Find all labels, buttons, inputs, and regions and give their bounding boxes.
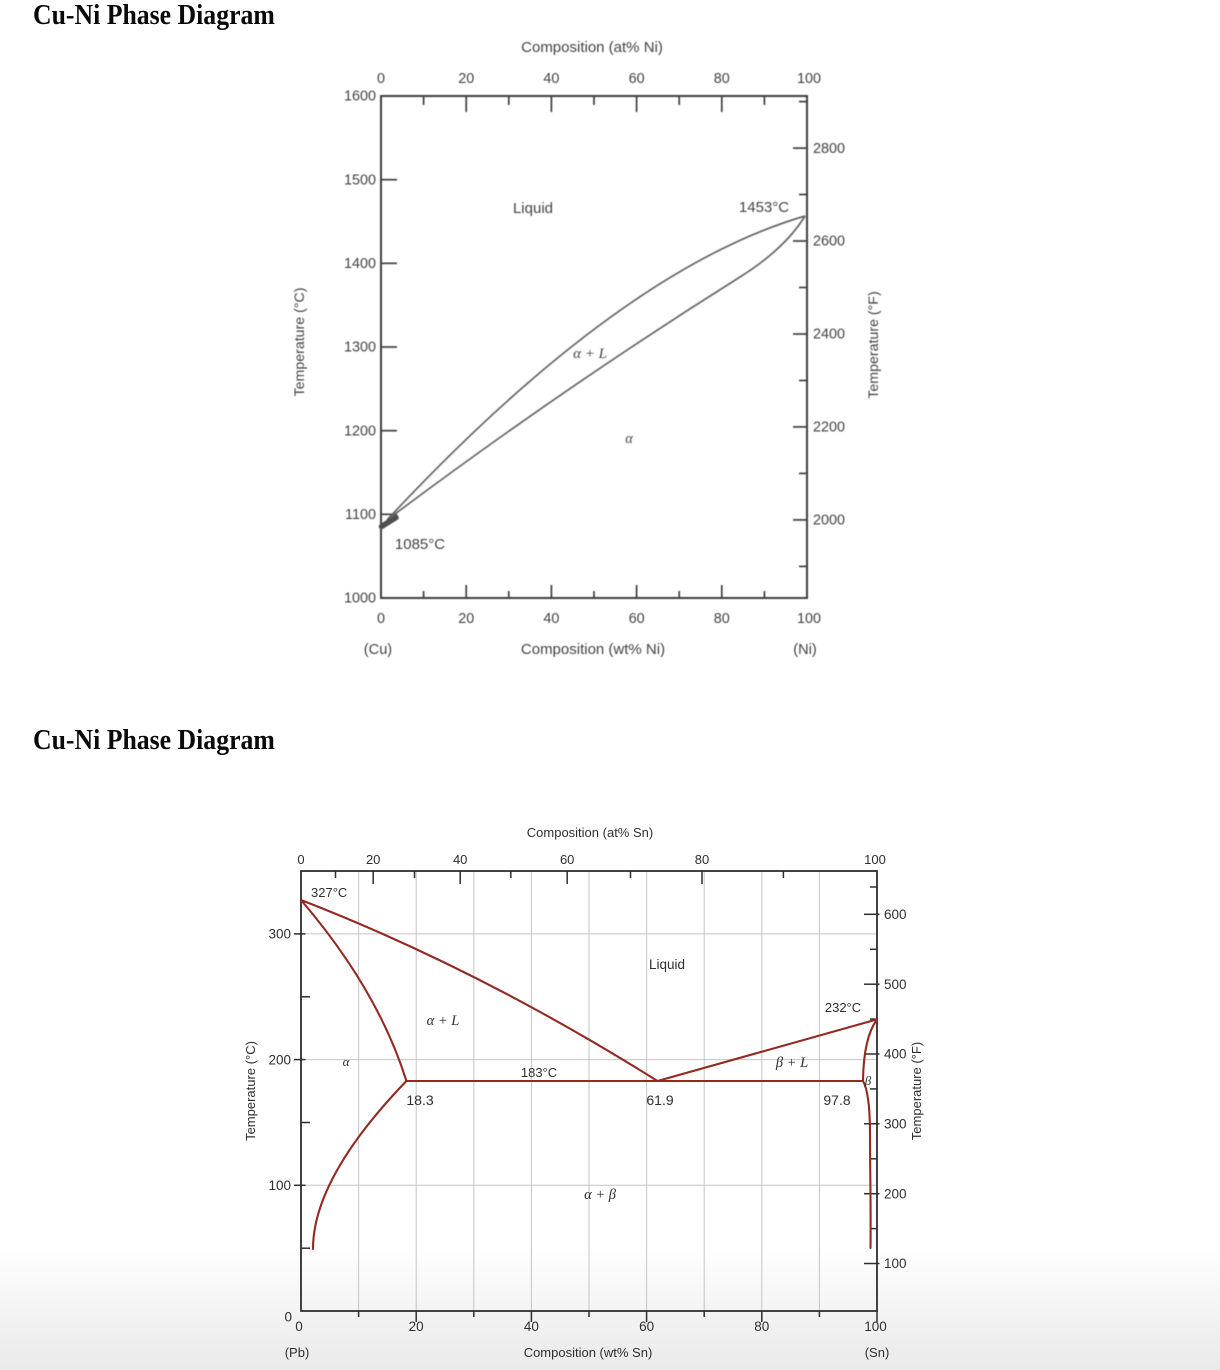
svg-text:Temperature (°C): Temperature (°C) bbox=[243, 1041, 258, 1141]
svg-text:100: 100 bbox=[797, 71, 821, 87]
svg-text:Temperature (°F): Temperature (°F) bbox=[909, 1042, 924, 1140]
svg-text:0: 0 bbox=[297, 852, 304, 867]
svg-text:18.3: 18.3 bbox=[406, 1092, 433, 1108]
svg-text:40: 40 bbox=[524, 1319, 539, 1334]
svg-text:2600: 2600 bbox=[813, 234, 845, 250]
svg-text:1200: 1200 bbox=[344, 423, 376, 439]
svg-text:α: α bbox=[625, 431, 633, 447]
svg-text:α + β: α + β bbox=[584, 1187, 617, 1203]
svg-text:200: 200 bbox=[884, 1186, 907, 1201]
svg-text:0: 0 bbox=[295, 1319, 303, 1334]
svg-text:0: 0 bbox=[377, 611, 385, 627]
svg-text:60: 60 bbox=[560, 852, 574, 867]
svg-text:Composition (wt% Sn): Composition (wt% Sn) bbox=[524, 1345, 653, 1360]
svg-text:α: α bbox=[343, 1054, 351, 1069]
svg-text:97.8: 97.8 bbox=[823, 1092, 850, 1108]
svg-text:Composition (wt% Ni): Composition (wt% Ni) bbox=[521, 641, 665, 658]
svg-text:1000: 1000 bbox=[344, 591, 376, 607]
svg-text:0: 0 bbox=[377, 71, 385, 87]
svg-text:β: β bbox=[864, 1073, 872, 1088]
svg-text:60: 60 bbox=[629, 611, 645, 627]
svg-text:183°C: 183°C bbox=[521, 1065, 557, 1080]
svg-text:1300: 1300 bbox=[344, 340, 376, 356]
svg-text:(Pb): (Pb) bbox=[285, 1345, 310, 1360]
svg-text:α + L: α + L bbox=[573, 346, 607, 362]
svg-text:100: 100 bbox=[268, 1178, 291, 1193]
svg-text:1085°C: 1085°C bbox=[395, 536, 445, 553]
svg-text:40: 40 bbox=[453, 852, 467, 867]
svg-text:20: 20 bbox=[366, 852, 380, 867]
svg-text:327°C: 327°C bbox=[311, 885, 347, 900]
svg-text:1600: 1600 bbox=[344, 89, 376, 105]
svg-text:2400: 2400 bbox=[813, 327, 845, 343]
svg-text:80: 80 bbox=[754, 1319, 769, 1334]
svg-text:300: 300 bbox=[268, 927, 291, 942]
svg-text:100: 100 bbox=[864, 852, 886, 867]
svg-text:Temperature (°F): Temperature (°F) bbox=[866, 291, 882, 398]
svg-text:1500: 1500 bbox=[344, 172, 376, 188]
svg-text:200: 200 bbox=[268, 1052, 291, 1067]
svg-text:20: 20 bbox=[458, 71, 474, 87]
svg-text:61.9: 61.9 bbox=[646, 1092, 673, 1108]
svg-text:(Sn): (Sn) bbox=[865, 1345, 890, 1360]
svg-text:232°C: 232°C bbox=[825, 1000, 861, 1015]
svg-text:100: 100 bbox=[884, 1256, 907, 1271]
svg-text:2200: 2200 bbox=[813, 420, 845, 436]
svg-text:2800: 2800 bbox=[813, 141, 845, 157]
svg-text:400: 400 bbox=[884, 1047, 907, 1062]
svg-text:80: 80 bbox=[695, 852, 709, 867]
svg-text:1100: 1100 bbox=[345, 507, 376, 523]
svg-text:20: 20 bbox=[409, 1319, 424, 1334]
svg-text:α + L: α + L bbox=[427, 1013, 460, 1029]
svg-text:300: 300 bbox=[884, 1117, 907, 1132]
svg-text:(Ni): (Ni) bbox=[793, 642, 817, 658]
svg-text:20: 20 bbox=[458, 611, 474, 627]
svg-text:Temperature (°C): Temperature (°C) bbox=[292, 288, 308, 397]
svg-text:1400: 1400 bbox=[344, 256, 376, 272]
svg-text:100: 100 bbox=[797, 611, 821, 627]
svg-text:80: 80 bbox=[714, 611, 730, 627]
svg-text:100: 100 bbox=[864, 1319, 887, 1334]
svg-text:60: 60 bbox=[629, 71, 645, 87]
svg-text:Liquid: Liquid bbox=[513, 200, 553, 217]
svg-text:40: 40 bbox=[543, 611, 559, 627]
svg-text:60: 60 bbox=[639, 1319, 654, 1334]
svg-text:Composition (at% Sn): Composition (at% Sn) bbox=[527, 825, 653, 840]
svg-text:500: 500 bbox=[884, 977, 907, 992]
svg-text:Liquid: Liquid bbox=[649, 957, 685, 972]
svg-text:Composition (at% Ni): Composition (at% Ni) bbox=[521, 39, 663, 56]
svg-text:β + L: β + L bbox=[775, 1055, 808, 1071]
svg-text:40: 40 bbox=[543, 71, 559, 87]
svg-text:600: 600 bbox=[884, 907, 907, 922]
svg-text:2000: 2000 bbox=[813, 513, 845, 529]
svg-text:0: 0 bbox=[284, 1310, 292, 1325]
svg-text:1453°C: 1453°C bbox=[739, 199, 789, 216]
svg-text:80: 80 bbox=[714, 71, 730, 87]
svg-text:(Cu): (Cu) bbox=[364, 642, 392, 658]
